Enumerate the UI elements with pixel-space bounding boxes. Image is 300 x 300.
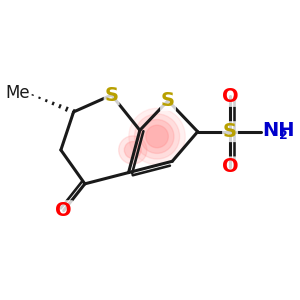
Circle shape [129, 108, 185, 165]
Text: 2: 2 [279, 129, 288, 142]
Circle shape [119, 136, 147, 164]
Circle shape [146, 125, 168, 148]
Circle shape [140, 119, 174, 153]
Text: S: S [161, 91, 175, 110]
Text: NH: NH [262, 121, 295, 140]
Circle shape [124, 142, 141, 158]
Circle shape [134, 114, 180, 159]
Text: S: S [105, 85, 118, 104]
Text: O: O [56, 201, 72, 220]
Text: S: S [223, 122, 237, 141]
Text: O: O [222, 158, 238, 176]
Text: O: O [222, 87, 238, 106]
Text: Me: Me [5, 84, 30, 102]
